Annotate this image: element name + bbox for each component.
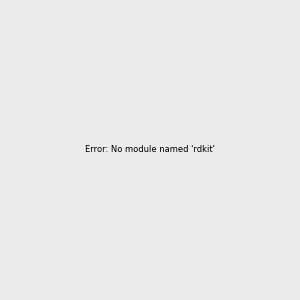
Text: Error: No module named 'rdkit': Error: No module named 'rdkit': [85, 146, 215, 154]
